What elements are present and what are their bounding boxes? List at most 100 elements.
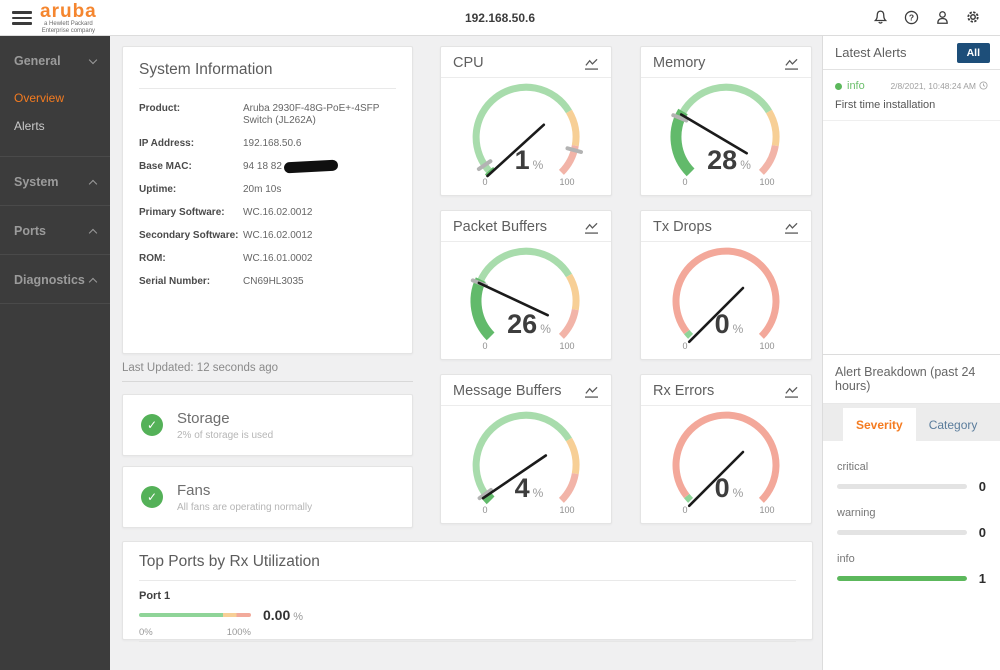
check-icon: ✓ <box>141 486 163 508</box>
sidebar-section-diagnostics: Diagnostics <box>0 255 110 304</box>
svg-text:0: 0 <box>482 341 487 351</box>
svg-text:0: 0 <box>682 341 687 351</box>
port-utilization-value: 0.00% <box>263 607 304 623</box>
gauge-memory: 0 100 28% <box>641 79 811 191</box>
device-ip: 192.168.50.6 <box>464 11 536 25</box>
svg-text:100: 100 <box>759 505 774 515</box>
gauge-header: Rx Errors <box>641 375 811 406</box>
sidebar-header-label: System <box>14 175 59 189</box>
breakdown-bars: critical 0 warning 0 info 1 <box>823 441 1000 670</box>
sidebar-item-overview[interactable]: Overview <box>14 91 65 105</box>
alerts-panel: Latest Alerts All info 2/8/2021, 10:48:24… <box>822 36 1000 670</box>
port-row-port-1: Port 1 0.00% 0% 100% <box>139 590 796 642</box>
aruba-logo-subtitle: a Hewlett Packard Enterprise company <box>41 21 96 34</box>
gauge-title: Tx Drops <box>653 219 712 235</box>
divider <box>139 641 796 642</box>
all-alerts-button[interactable]: All <box>956 42 990 63</box>
system-info-value: CN69HL3035 <box>243 276 304 288</box>
gauge-rx-errors: 0 100 0% <box>641 407 811 519</box>
alert-severity-label: info <box>847 80 865 92</box>
history-chart-icon[interactable] <box>584 385 599 398</box>
gauge-title: Message Buffers <box>453 383 562 399</box>
axis-max-label: 100% <box>226 627 251 638</box>
breakdown-bar-row: 0 <box>837 525 986 540</box>
alert-item[interactable]: info 2/8/2021, 10:48:24 AM First time inst… <box>823 70 1000 121</box>
gauge-card-memory: Memory 0 100 28% <box>640 46 812 196</box>
system-info-row: Base MAC: 94 18 82 <box>139 159 396 174</box>
sidebar-header-diagnostics[interactable]: Diagnostics <box>14 255 98 303</box>
sidebar-header-label: Diagnostics <box>14 273 85 287</box>
sidebar: General Overview Alerts System Ports Diagnost… <box>0 36 110 670</box>
alert-timestamp-text: 2/8/2021, 10:48:24 AM <box>890 81 976 91</box>
alert-list: info 2/8/2021, 10:48:24 AM First time inst… <box>823 70 1000 354</box>
system-info-label: Product: <box>139 103 181 114</box>
aruba-logo: aruba a Hewlett Packard Enterprise compan… <box>40 2 97 34</box>
breakdown-bar-fill <box>837 576 967 581</box>
svg-text:0: 0 <box>482 177 487 187</box>
svg-text:26%: 26% <box>507 309 551 339</box>
gauge-card-packet-buffers: Packet Buffers 0 100 26% <box>440 210 612 360</box>
help-icon[interactable]: ? <box>902 8 920 26</box>
alert-item-header: info 2/8/2021, 10:48:24 AM <box>835 80 988 92</box>
chevron-up-icon <box>88 179 98 188</box>
user-icon[interactable] <box>933 8 951 26</box>
breakdown-bar-track <box>837 530 967 535</box>
svg-text:0: 0 <box>682 177 687 187</box>
alert-message: First time installation <box>835 99 936 111</box>
topbar-icons: ? <box>871 8 982 26</box>
gauge-card-message-buffers: Message Buffers 0 100 4% <box>440 374 612 524</box>
port-utilization-bar-row: 0.00% <box>139 607 796 623</box>
svg-text:4%: 4% <box>515 473 544 503</box>
gauge-grid: CPU 0 100 1% Memory 0 100 28% Packet Buffers 0 100… <box>440 46 812 524</box>
system-info-row: Secondary Software: WC.16.02.0012 <box>139 230 396 242</box>
storage-description: 2% of storage is used <box>177 429 274 441</box>
system-info-value: 20m 10s <box>243 184 282 196</box>
system-info-value: Aruba 2930F-48G-PoE+-4SFP Switch (JL262A… <box>243 103 380 126</box>
gauge-header: CPU <box>441 47 611 78</box>
svg-text:?: ? <box>908 12 913 22</box>
alert-breakdown-title: Alert Breakdown (past 24 hours) <box>823 355 1000 404</box>
menu-icon[interactable] <box>12 11 32 25</box>
port-name: Port 1 <box>139 590 171 602</box>
gear-icon[interactable] <box>964 8 982 26</box>
sidebar-item-alerts[interactable]: Alerts <box>14 119 45 133</box>
history-chart-icon[interactable] <box>784 57 799 70</box>
svg-text:100: 100 <box>559 505 574 515</box>
mac-redaction <box>283 159 339 174</box>
breakdown-tabs: Severity Category <box>823 404 1000 441</box>
breakdown-bar-label: info <box>837 553 855 565</box>
sidebar-header-ports[interactable]: Ports <box>14 206 98 254</box>
bell-icon[interactable] <box>871 8 889 26</box>
system-info-label: Secondary Software: <box>139 230 239 242</box>
breakdown-bar-critical: critical 0 <box>837 461 986 494</box>
sidebar-header-general[interactable]: General <box>14 36 98 84</box>
system-info-label: ROM: <box>139 253 166 265</box>
fans-description: All fans are operating normally <box>177 501 313 513</box>
storage-title: Storage <box>177 409 230 427</box>
alert-breakdown-section: Alert Breakdown (past 24 hours) Severity… <box>823 354 1000 670</box>
svg-text:0%: 0% <box>715 309 744 339</box>
alert-severity: info <box>835 80 865 92</box>
sidebar-header-system[interactable]: System <box>14 157 98 205</box>
sidebar-header-label: General <box>14 54 61 68</box>
history-chart-icon[interactable] <box>784 221 799 234</box>
breakdown-bar-row: 0 <box>837 479 986 494</box>
tab-category[interactable]: Category <box>928 418 978 432</box>
system-info-value: 94 18 82 <box>243 159 339 174</box>
history-chart-icon[interactable] <box>584 57 599 70</box>
history-chart-icon[interactable] <box>784 385 799 398</box>
gauge-header: Memory <box>641 47 811 78</box>
tab-severity[interactable]: Severity <box>843 408 916 441</box>
port-axis-labels: 0% 100% <box>139 627 251 638</box>
chevron-down-icon <box>88 55 98 64</box>
topbar: aruba a Hewlett Packard Enterprise compan… <box>0 0 1000 36</box>
fans-title: Fans <box>177 481 211 499</box>
top-ports-title: Top Ports by Rx Utilization <box>139 553 796 581</box>
system-info-label: Uptime: <box>139 184 177 196</box>
system-info-label: Primary Software: <box>139 207 225 219</box>
svg-text:100: 100 <box>759 177 774 187</box>
svg-text:100: 100 <box>759 341 774 351</box>
history-chart-icon[interactable] <box>584 221 599 234</box>
svg-text:28%: 28% <box>707 145 751 175</box>
breakdown-bar-label: critical <box>837 461 869 473</box>
